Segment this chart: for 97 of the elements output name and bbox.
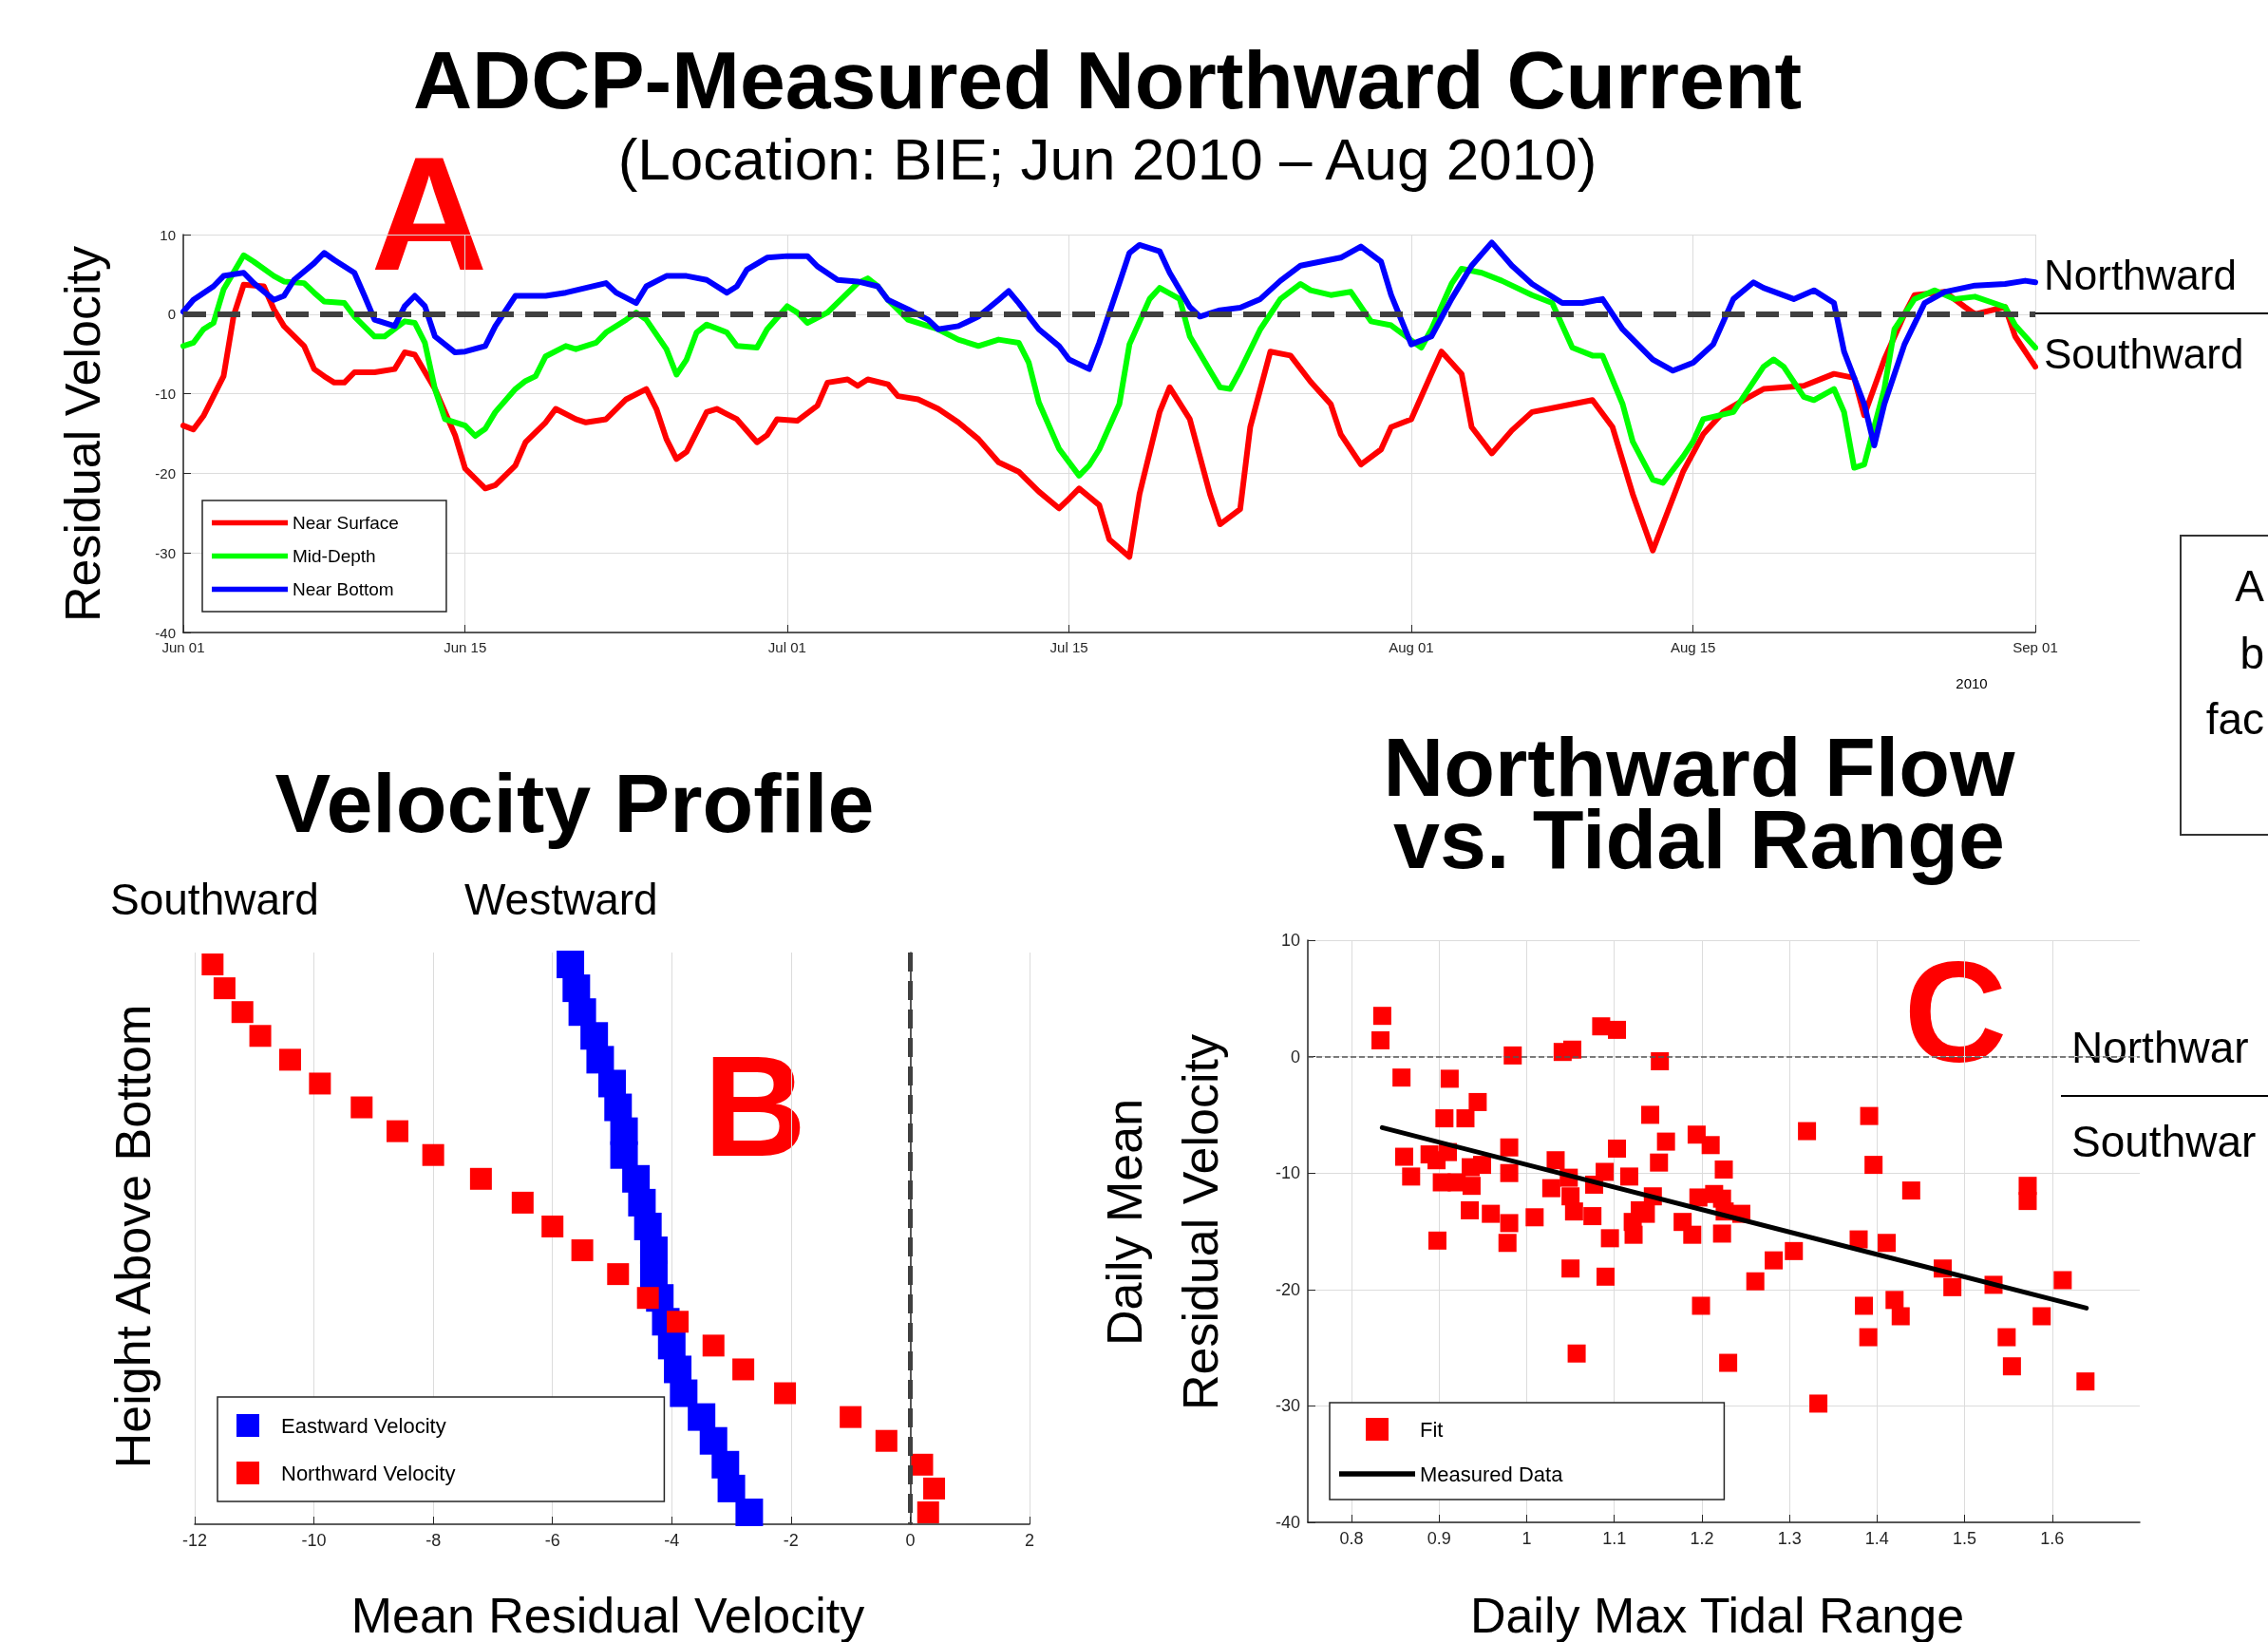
x-tick-label: 1.1 — [1602, 1529, 1627, 1548]
text: Westward — [464, 875, 658, 924]
point — [201, 953, 224, 976]
y-tick-label: 10 — [1280, 931, 1300, 950]
y-tick-label: 10 — [160, 226, 176, 243]
y-tick-label: -30 — [1275, 1396, 1300, 1416]
y-tick-label: -10 — [155, 386, 176, 403]
annotation: Northwar — [2071, 1023, 2249, 1072]
point — [511, 1191, 534, 1214]
point — [386, 1120, 408, 1142]
y-tick-label: -20 — [155, 464, 176, 481]
x-tick-label: Jun 15 — [444, 639, 487, 655]
point — [598, 1069, 626, 1098]
y-tick-label: -40 — [155, 624, 176, 641]
chart-title: ADCP-Measured Northward Current — [412, 34, 1803, 125]
x-tick-label: Jul 01 — [767, 639, 806, 655]
text: Southward — [110, 875, 319, 924]
x-tick-label: 1.2 — [1690, 1529, 1714, 1548]
point — [774, 1382, 797, 1405]
point — [702, 1334, 725, 1357]
point — [231, 1001, 254, 1024]
point — [670, 1379, 698, 1407]
point — [735, 1498, 764, 1526]
point — [917, 1500, 939, 1523]
point — [422, 1143, 444, 1166]
y-tick-label: -10 — [1275, 1163, 1300, 1183]
legend-label: Mid-Depth — [293, 546, 376, 566]
point — [309, 1072, 331, 1095]
y-tick-label: -20 — [1275, 1279, 1300, 1299]
annotation: B — [703, 1027, 807, 1186]
y-tick-label: -30 — [155, 544, 176, 561]
x-tick-label: 0.8 — [1339, 1529, 1364, 1548]
point — [213, 977, 236, 1000]
x-tick-label: 1 — [1521, 1529, 1532, 1548]
point — [469, 1167, 492, 1190]
point — [875, 1429, 898, 1452]
x-tick-label: Aug 01 — [1389, 639, 1434, 655]
point — [610, 1141, 638, 1169]
text: A — [2235, 561, 2265, 611]
point — [636, 1287, 659, 1310]
annotation: A — [370, 123, 488, 304]
point — [664, 1355, 692, 1384]
point — [568, 998, 596, 1027]
annotation: Southwar — [2071, 1117, 2257, 1166]
legend-label: Near Bottom — [293, 579, 394, 599]
x-tick-label: -6 — [544, 1531, 560, 1550]
legend-label: Near Surface — [293, 513, 399, 533]
x-tick-label: 0.9 — [1427, 1529, 1451, 1548]
x-tick-label: 2 — [1024, 1531, 1035, 1550]
annotation: C — [1903, 933, 2008, 1092]
x-tick-label: -2 — [783, 1531, 799, 1550]
point — [586, 1046, 614, 1074]
text: 2010 — [1956, 674, 1988, 691]
legend-label: Fit — [1420, 1417, 1444, 1442]
x-tick-label: Aug 15 — [1670, 639, 1716, 655]
point — [278, 1048, 301, 1071]
x-tick-label: 0 — [905, 1531, 916, 1550]
point — [350, 1096, 373, 1119]
y-axis-title: Height Above Bottom — [105, 1004, 161, 1469]
x-tick-label: Jul 15 — [1049, 639, 1088, 655]
x-tick-label: -4 — [664, 1531, 680, 1550]
point — [717, 1474, 746, 1502]
x-tick-label: -10 — [301, 1531, 327, 1550]
point — [688, 1403, 716, 1431]
point — [541, 1215, 564, 1237]
point — [571, 1239, 594, 1262]
point — [699, 1426, 728, 1455]
text: fac — [2205, 694, 2264, 744]
text: b — [2240, 629, 2264, 678]
chart-title: Velocity Profile — [274, 755, 875, 850]
y-axis-title: Daily Mean Residual Velocity — [1097, 1034, 1228, 1410]
point — [732, 1358, 755, 1381]
x-tick-label: -8 — [425, 1531, 442, 1550]
y-axis-title: Residual Velocity — [55, 246, 110, 622]
y-tick-label: 0 — [167, 306, 176, 323]
legend-label: Eastward Velocity — [281, 1413, 446, 1438]
x-tick-label: 1.3 — [1777, 1529, 1802, 1548]
x-tick-label: 1.5 — [1953, 1529, 1977, 1548]
x-tick-label: 1.6 — [2040, 1529, 2065, 1548]
x-tick-label: Jun 01 — [161, 639, 205, 655]
point — [911, 1453, 934, 1476]
legend-label: Measured Data — [1420, 1462, 1564, 1486]
point — [840, 1406, 862, 1428]
point — [667, 1311, 690, 1333]
point — [923, 1477, 946, 1500]
x-tick-label: 1.4 — [1864, 1529, 1889, 1548]
chart-subtitle: (Location: BIE; Jun 2010 – Aug 2010) — [617, 125, 1597, 192]
y-tick-label: -40 — [1275, 1513, 1300, 1532]
y-tick-label: 0 — [1290, 1047, 1300, 1066]
legend-label: Northward Velocity — [281, 1461, 456, 1485]
text: Northward — [2044, 251, 2237, 298]
x-tick-label: Sep 01 — [2013, 639, 2058, 655]
point — [249, 1025, 272, 1047]
text: Southward — [2044, 330, 2244, 377]
chart-title: Northward Flow vs. Tidal Range — [1383, 719, 2015, 886]
point — [607, 1263, 630, 1286]
x-tick-label: -12 — [181, 1531, 208, 1550]
